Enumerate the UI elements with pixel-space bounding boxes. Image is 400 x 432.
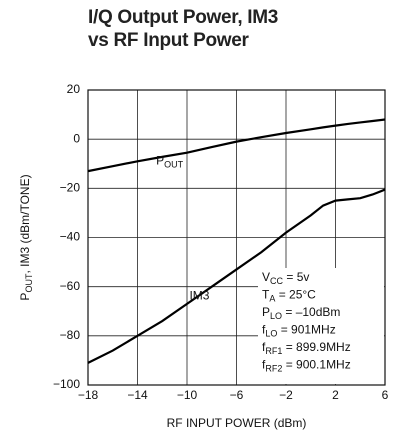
- y-axis-label-sub: OUT: [24, 273, 34, 293]
- x-tick-label: 6: [382, 388, 389, 402]
- annotation-main: V: [262, 270, 270, 284]
- y-axis-label-rest: , IM3 (dBm/TONE): [18, 174, 32, 273]
- annotation-main: f: [262, 340, 266, 354]
- y-tick-label: −100: [53, 377, 80, 391]
- series-label-main: P: [156, 153, 164, 167]
- series-label: POUT: [156, 153, 184, 169]
- annotation-main: P: [262, 305, 270, 319]
- x-tick-label: −2: [279, 388, 293, 402]
- annotation-sub: LO: [265, 329, 277, 339]
- x-tick-label: −18: [78, 388, 99, 402]
- y-tick-label: 20: [67, 82, 81, 96]
- series-line: [87, 118, 386, 173]
- annotation: fRF1 = 899.9MHz: [262, 340, 351, 356]
- series-label: IM3: [189, 289, 209, 303]
- annotation: TA = 25°C: [262, 288, 316, 304]
- x-tick-label: −10: [177, 388, 198, 402]
- annotation: VCC = 5v: [262, 270, 309, 286]
- annotation-rest: = 901MHz: [277, 323, 335, 337]
- annotation-sub: RF2: [265, 364, 282, 374]
- annotation: fRF2 = 900.1MHz: [262, 358, 351, 374]
- annotation-sub: LO: [270, 311, 282, 321]
- x-tick-label: −14: [127, 388, 148, 402]
- chart-title: I/Q Output Power, IM3 vs RF Input Power: [88, 7, 279, 51]
- annotation-rest: = 25°C: [275, 288, 316, 302]
- y-tick-label: −60: [60, 279, 81, 293]
- annotation-rest: = 899.9MHz: [282, 340, 350, 354]
- annotation-sub: A: [269, 294, 275, 304]
- annotation-main: f: [262, 323, 266, 337]
- y-tick-label: −20: [60, 181, 81, 195]
- x-tick-label: −6: [230, 388, 244, 402]
- plot-border: [87, 89, 386, 386]
- annotation-rest: = 5v: [283, 270, 309, 284]
- annotation-main: f: [262, 358, 266, 372]
- y-tick-label: −80: [60, 328, 81, 342]
- y-tick-label: 0: [73, 131, 80, 145]
- annotation-rest: = 900.1MHz: [282, 358, 350, 372]
- annotation: PLO = –10dBm: [262, 305, 340, 321]
- annotation-sub: CC: [270, 276, 283, 286]
- annotation: fLO = 901MHz: [262, 323, 336, 339]
- y-tick-label: −40: [60, 230, 81, 244]
- annotation-sub: RF1: [265, 346, 282, 356]
- series-line: [87, 188, 386, 364]
- annotation-rest: = –10dBm: [282, 305, 340, 319]
- series-label-sub: OUT: [164, 160, 184, 170]
- y-axis-label-main: P: [18, 293, 32, 301]
- annotation-box: [258, 268, 384, 384]
- x-axis-label: RF INPUT POWER (dBm): [167, 416, 307, 430]
- x-tick-label: 2: [332, 388, 339, 402]
- annotation-main: T: [262, 288, 270, 302]
- y-axis-label: POUT, IM3 (dBm/TONE): [18, 174, 34, 300]
- series-label-main: IM3: [189, 289, 209, 303]
